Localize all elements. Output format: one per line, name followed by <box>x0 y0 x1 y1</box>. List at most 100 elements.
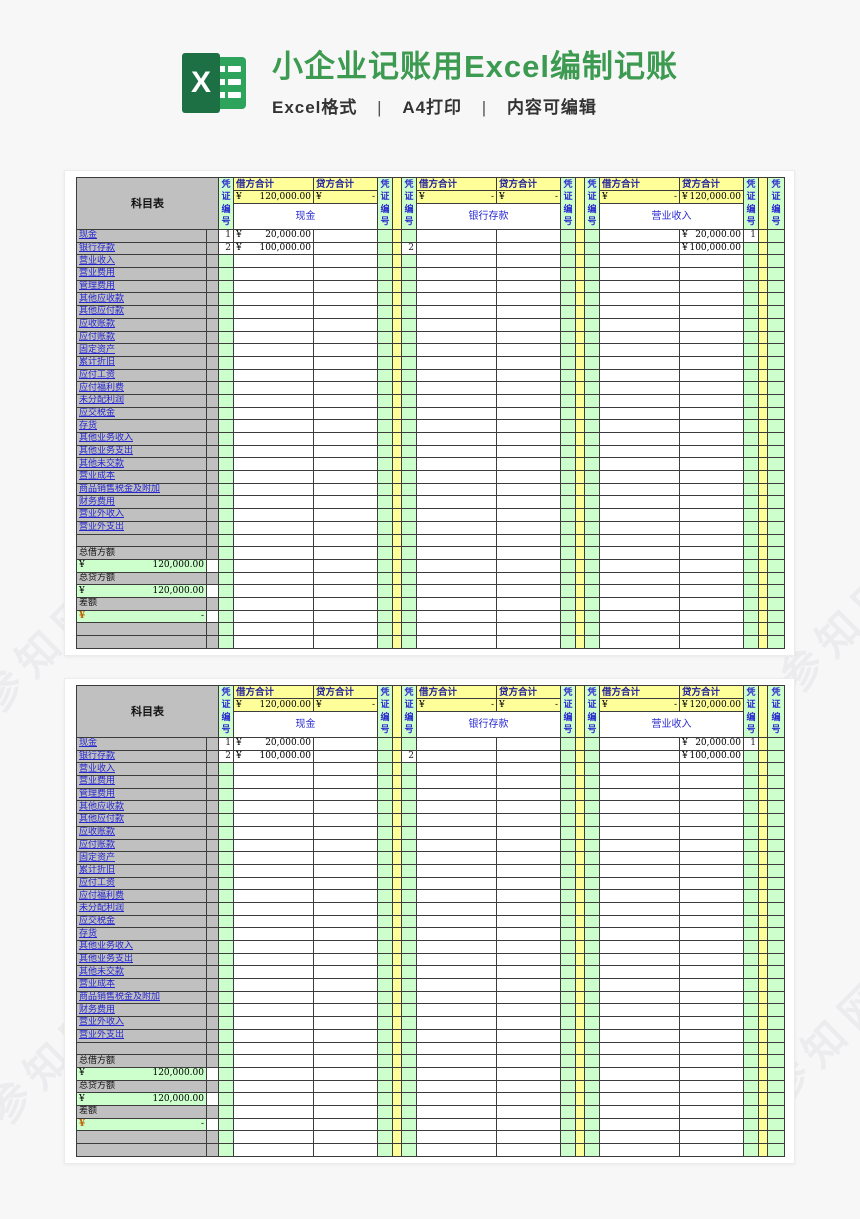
sheet-preview-card-1[interactable]: 科目表凭证编号借方合计 贷方合计凭证编号凭证编号借方合计 贷方合计凭证编号凭证编号借… <box>64 170 795 656</box>
voucher-right-cell <box>743 444 759 459</box>
narrow-gray-cell <box>206 1143 219 1157</box>
account-link: 未分配利润 <box>79 395 125 406</box>
voucher-left-cell <box>584 457 600 472</box>
voucher-left-cell <box>218 889 234 903</box>
credit-cell <box>313 229 378 243</box>
account-name-cell: 累计折旧 <box>76 355 207 370</box>
credit-cell <box>496 444 561 459</box>
voucher-right-cell <box>377 482 393 497</box>
narrow-gray-cell <box>206 470 219 484</box>
debit-cell <box>599 305 680 319</box>
narrow-white-cell <box>206 1066 219 1081</box>
debit-cell <box>233 825 314 840</box>
section-separator-cell <box>575 343 585 357</box>
credit-cell <box>679 457 744 472</box>
summary-value-cell: ¥ - <box>76 1117 207 1132</box>
debit-cell <box>416 965 497 980</box>
ledger-row: 累计折旧 <box>76 355 785 370</box>
yen-symbol: ¥ <box>79 1068 85 1079</box>
account-link: 其他业务支出 <box>79 446 134 457</box>
section-separator-cell <box>575 749 585 764</box>
section-separator-cell <box>758 1041 768 1056</box>
voucher-left-cell <box>218 762 234 777</box>
section-separator-cell <box>392 609 402 624</box>
summary-label-cell: 总贷方额 <box>76 1079 207 1094</box>
narrow-gray-cell <box>206 343 219 357</box>
section-separator-cell <box>392 596 402 611</box>
section-separator-cell <box>575 546 585 560</box>
section-separator-cell <box>575 1003 585 1018</box>
voucher-right-cell <box>560 940 576 954</box>
debit-cell <box>233 305 314 319</box>
credit-total-value: ¥ - <box>496 698 561 712</box>
trailing-voucher-cell <box>767 1117 785 1132</box>
section-separator-cell <box>575 851 585 865</box>
sheet-preview-card-2[interactable]: 科目表凭证编号借方合计 贷方合计凭证编号凭证编号借方合计 贷方合计凭证编号凭证编号借… <box>64 678 795 1164</box>
voucher-left-cell <box>584 508 600 522</box>
voucher-right-cell <box>377 1066 393 1081</box>
narrow-gray-cell <box>206 749 219 764</box>
debit-cell <box>233 558 314 573</box>
section-separator-cell <box>575 470 585 484</box>
section-separator-cell <box>392 952 402 967</box>
debit-cell <box>599 432 680 446</box>
voucher-left-cell <box>401 952 417 967</box>
voucher-left-cell <box>401 432 417 446</box>
credit-cell <box>496 508 561 522</box>
account-link: 固定资产 <box>79 852 116 863</box>
trailing-voucher-cell <box>767 1003 785 1018</box>
credit-cell <box>313 419 378 433</box>
voucher-right-cell <box>377 787 393 802</box>
debit-total-value: ¥120,000.00 <box>233 190 314 204</box>
section-separator-cell <box>392 368 402 383</box>
section-separator-cell <box>575 622 585 636</box>
account-link: 其他未交款 <box>79 966 125 977</box>
debit-cell <box>599 495 680 510</box>
section-separator-cell <box>575 1066 585 1081</box>
voucher-left-cell <box>218 1143 234 1157</box>
credit-cell <box>313 609 378 624</box>
narrow-gray-cell <box>206 1041 219 1056</box>
voucher-right-cell <box>377 914 393 929</box>
debit-cell <box>233 1028 314 1043</box>
voucher-right-cell <box>560 254 576 269</box>
ledger-row: 银行存款 2 ¥100,000.00 2 ¥100,000.00 <box>76 241 785 256</box>
credit-cell <box>496 1003 561 1018</box>
voucher-left-cell <box>401 1092 417 1106</box>
debit-cell <box>416 990 497 1005</box>
voucher-right-cell <box>377 1092 393 1106</box>
voucher-right-cell <box>377 609 393 624</box>
voucher-right-cell <box>743 825 759 840</box>
debit-cell <box>599 533 680 548</box>
account-list-header: 科目表 <box>76 685 219 738</box>
ledger-row <box>76 533 785 548</box>
credit-cell <box>679 1130 744 1144</box>
voucher-right-cell <box>743 914 759 929</box>
ledger-row: ¥120,000.00 <box>76 558 785 573</box>
ledger-row: 营业外支出 <box>76 520 785 535</box>
voucher-right-cell <box>743 432 759 446</box>
debit-cell <box>599 762 680 777</box>
voucher-right-cell <box>560 1054 576 1068</box>
section-separator-cell <box>758 596 768 611</box>
debit-cell <box>416 584 497 598</box>
ledger-row: 总借方额 <box>76 1054 785 1068</box>
voucher-left-cell <box>401 317 417 332</box>
section-separator-cell <box>392 825 402 840</box>
voucher-right-cell <box>743 596 759 611</box>
voucher-right-cell <box>743 279 759 294</box>
section-separator-cell <box>575 457 585 472</box>
debit-cell <box>599 292 680 307</box>
debit-cell <box>599 470 680 484</box>
trailing-voucher-cell <box>767 495 785 510</box>
section-separator-cell <box>392 775 402 789</box>
voucher-left-cell <box>401 965 417 980</box>
credit-cell <box>679 1117 744 1132</box>
voucher-left-cell <box>584 1066 600 1081</box>
narrow-gray-cell <box>206 419 219 433</box>
debit-cell <box>599 901 680 916</box>
voucher-right-cell <box>377 990 393 1005</box>
trailing-voucher-cell <box>767 533 785 548</box>
credit-cell <box>679 952 744 967</box>
voucher-left-cell <box>584 813 600 827</box>
